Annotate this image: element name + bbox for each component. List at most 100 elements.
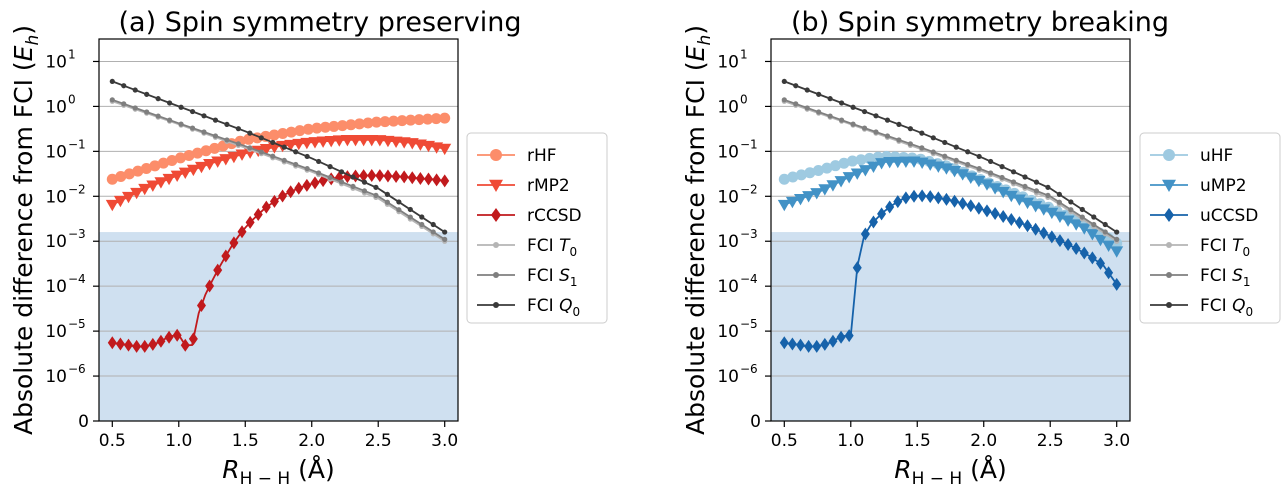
marker-circle	[209, 142, 221, 154]
legend-label: FCI T0	[1200, 236, 1250, 259]
y-tick-label: 10	[717, 187, 739, 207]
marker-triangle	[146, 180, 160, 192]
y-axis-label: Absolute difference from FCI (Eh)	[9, 25, 43, 435]
marker-circle	[778, 173, 790, 185]
marker-diamond	[1031, 222, 1041, 236]
marker-diamond	[432, 173, 442, 187]
marker-triangle	[332, 135, 346, 147]
y-tick-label: 10	[717, 277, 739, 297]
marker-dot	[361, 179, 368, 185]
marker-dot	[1056, 191, 1062, 198]
y-tick-exponent: −5	[740, 317, 758, 331]
marker-diamond	[491, 208, 501, 222]
marker-diamond	[245, 215, 255, 229]
marker-dot	[1079, 206, 1085, 213]
marker-circle	[821, 162, 833, 174]
marker-triangle	[883, 156, 897, 169]
y-tick-label: 10	[45, 367, 67, 387]
marker-diamond	[804, 339, 814, 353]
marker-diamond	[164, 330, 174, 344]
marker-triangle	[1004, 190, 1018, 203]
marker-dot	[907, 126, 913, 132]
marker-triangle	[154, 177, 168, 189]
marker-triangle	[826, 180, 840, 192]
x-axis-label: RH − H (Å)	[222, 455, 335, 485]
marker-diamond	[990, 207, 1000, 221]
marker-diamond	[261, 200, 271, 214]
marker-dot	[976, 165, 982, 172]
y-tick-exponent: −2	[740, 182, 758, 196]
marker-dot	[999, 174, 1005, 181]
marker-dot	[201, 113, 207, 119]
chart-panel-b: 0.5 1.0 1.5 2.0 2.5 3.010−610−510−410−310−210…	[681, 7, 1281, 489]
marker-dot	[407, 206, 413, 213]
marker-dot	[1114, 236, 1120, 242]
marker-circle	[1163, 149, 1175, 161]
marker-diamond	[877, 207, 887, 221]
marker-triangle	[1102, 240, 1116, 252]
marker-triangle	[194, 161, 208, 174]
marker-triangle	[1069, 219, 1083, 231]
marker-dot	[132, 87, 138, 93]
marker-dot	[1166, 302, 1172, 308]
marker-diamond	[188, 332, 198, 346]
marker-dot	[850, 121, 856, 127]
marker-diamond	[269, 194, 279, 208]
marker-circle	[439, 112, 451, 124]
marker-dot	[930, 135, 936, 141]
y-tick-label: 10	[717, 52, 739, 72]
marker-dot	[189, 108, 196, 115]
marker-dot	[896, 137, 902, 143]
legend-item: FCI S1	[1150, 266, 1251, 289]
marker-dot	[816, 91, 822, 97]
marker-dot	[430, 221, 436, 228]
marker-circle	[864, 152, 876, 164]
marker-diamond	[844, 329, 854, 343]
marker-diamond	[383, 169, 393, 183]
marker-triangle	[113, 195, 127, 208]
x-tick-label: 0.5	[99, 431, 126, 451]
axes-frame	[770, 38, 1131, 422]
marker-dot	[907, 141, 913, 147]
marker-dot	[1102, 229, 1108, 235]
marker-diamond	[294, 181, 304, 195]
legend-label: uCCSD	[1200, 206, 1258, 226]
legend-label: FCI Q0	[1200, 296, 1253, 319]
marker-dot	[258, 149, 264, 155]
marker-dot	[804, 105, 810, 111]
marker-diamond	[180, 338, 190, 352]
marker-diamond	[909, 189, 919, 203]
marker-dot	[224, 137, 230, 143]
marker-dot	[1079, 214, 1085, 220]
marker-triangle	[1162, 179, 1176, 192]
marker-diamond	[221, 249, 231, 263]
marker-diamond	[917, 189, 927, 203]
y-tick-exponent: −3	[740, 227, 758, 241]
marker-circle	[243, 133, 255, 145]
y-tick-exponent: −6	[68, 362, 86, 376]
y-tick-exponent: −1	[740, 137, 758, 151]
marker-circle	[829, 160, 841, 172]
marker-dot	[919, 145, 925, 151]
marker-triangle	[1021, 197, 1035, 210]
marker-diamond	[399, 170, 409, 184]
marker-triangle	[1037, 204, 1051, 216]
marker-diamond	[367, 169, 377, 183]
marker-triangle	[1093, 234, 1107, 247]
marker-triangle	[1045, 207, 1059, 220]
marker-triangle	[980, 179, 994, 191]
marker-diamond	[787, 337, 797, 351]
marker-dot	[1102, 221, 1108, 228]
marker-triangle	[489, 179, 503, 192]
marker-dot	[1010, 179, 1017, 185]
marker-circle	[388, 115, 400, 127]
marker-diamond	[1095, 256, 1105, 270]
marker-diamond	[1023, 219, 1033, 233]
marker-triangle	[284, 139, 298, 152]
marker-dot	[258, 135, 264, 141]
marker-circle	[149, 160, 161, 172]
marker-diamond	[310, 176, 320, 190]
marker-dot	[976, 153, 982, 160]
marker-triangle	[292, 138, 306, 151]
marker-diamond	[868, 215, 878, 229]
